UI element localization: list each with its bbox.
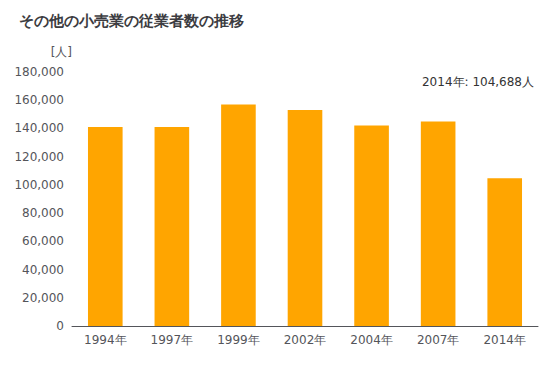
svg-text:[人]: [人] bbox=[51, 45, 72, 59]
svg-text:120,000: 120,000 bbox=[14, 150, 64, 164]
svg-text:140,000: 140,000 bbox=[14, 121, 64, 135]
svg-text:その他の小売業の従業者数の推移: その他の小売業の従業者数の推移 bbox=[19, 12, 244, 30]
svg-text:1997年: 1997年 bbox=[151, 333, 194, 347]
svg-text:60,000: 60,000 bbox=[22, 234, 64, 248]
svg-text:2004年: 2004年 bbox=[350, 333, 393, 347]
svg-text:80,000: 80,000 bbox=[22, 206, 64, 220]
svg-text:2014年: 2014年 bbox=[483, 333, 526, 347]
svg-text:20,000: 20,000 bbox=[22, 291, 64, 305]
svg-text:180,000: 180,000 bbox=[14, 65, 64, 79]
svg-text:40,000: 40,000 bbox=[22, 263, 64, 277]
svg-text:2002年: 2002年 bbox=[284, 333, 327, 347]
svg-text:160,000: 160,000 bbox=[14, 93, 64, 107]
svg-text:0: 0 bbox=[56, 319, 64, 333]
svg-text:1999年: 1999年 bbox=[217, 333, 260, 347]
svg-text:2014年: 104,688人: 2014年: 104,688人 bbox=[422, 75, 534, 89]
svg-text:2007年: 2007年 bbox=[417, 333, 460, 347]
svg-text:100,000: 100,000 bbox=[14, 178, 64, 192]
svg-text:1994年: 1994年 bbox=[84, 333, 127, 347]
